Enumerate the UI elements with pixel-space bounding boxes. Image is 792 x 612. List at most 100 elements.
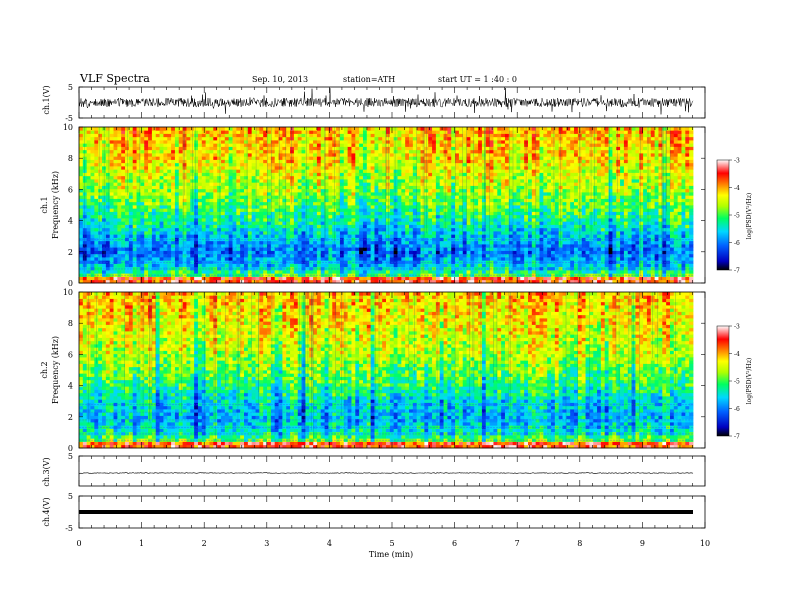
ch1-spectrogram-cell [167,146,172,151]
ch1-spectrogram-cell [374,263,379,268]
ch1-spectrogram-cell [82,276,88,281]
ch1-spectrogram-cell [320,162,325,167]
ch1-spectrogram-cell [140,221,145,225]
ch1-spectrogram-cell [125,149,130,154]
ch1-spectrogram-cell [128,156,134,160]
ch1-spectrogram-cell [282,276,287,281]
ch1-spectrogram-cell [320,130,325,134]
date-label: Sep. 10, 2013 [252,75,308,84]
ch1-spectrogram-cell [362,188,368,193]
ch1-spectrogram-cell [98,227,103,232]
ch1-spectrogram-cell [174,227,180,232]
ch1-spectrogram-cell [309,263,314,268]
ch1-spectrogram-cell [420,266,425,271]
ch1-spectrogram-cell [366,162,372,167]
ch1-spectrogram-cell [297,224,302,229]
ch1-spectrogram-cell [113,175,118,180]
ch1-spectrogram-cell [220,234,226,238]
ch1-spectrogram-cell [297,127,302,131]
ch1-spectrogram-cell [159,205,164,209]
ch1-spectrogram-cell [412,237,418,242]
ch1-spectrogram-cell [128,221,134,225]
ch1-spectrogram-cell [240,188,245,193]
ch1-spectrogram-cell [201,218,207,222]
ch1-spectrogram-cell [171,257,176,261]
ch1-spectrogram-cell [79,218,84,222]
ch1-spectrogram-cell [201,257,207,261]
ch1-spectrogram-cell [247,149,253,154]
ch1-spectrogram-cell [105,257,111,261]
ch1-spectrogram-cell [293,276,299,281]
ch1-spectrogram-cell [128,198,134,203]
ch1-spectrogram-cell [370,143,375,147]
ch1-spectrogram-cell [240,153,245,157]
ch1-spectrogram-cell [194,172,199,177]
ch1-spectrogram-cell [366,257,372,261]
ch1-spectrogram-cell [428,127,433,131]
ch1-spectrogram-cell [267,208,272,212]
ch1-spectrogram-cell [144,231,149,235]
ch1-spectrogram-cell [201,253,207,258]
ch1-spectrogram-cell [347,133,352,138]
ch1-spectrogram-cell [190,263,195,268]
ch1-spectrogram-cell [98,159,103,164]
ch1-spectrogram-cell [290,149,295,154]
ch1-spectrogram-cell [236,247,241,251]
ch1-spectrogram-cell [316,143,322,147]
ch1-spectrogram-cell [125,185,130,190]
ch1-spectrogram-cell [420,149,425,154]
ch1-spectrogram-cell [420,227,425,232]
ch1-spectrogram-cell [270,208,276,212]
ch1-spectrogram-cell [259,195,264,199]
ch1-spectrogram-cell [182,188,187,193]
ch1-spectrogram-cell [397,218,402,222]
ch1-spectrogram-cell [439,201,444,206]
ch1-spectrogram-cell [389,149,395,154]
ch1-spectrogram-cell [320,247,325,251]
ch1-spectrogram-cell [270,136,276,141]
ch1-spectrogram-cell [144,179,149,183]
ch1-spectrogram-cell [336,201,341,206]
ch1-spectrogram-cell [386,185,391,190]
ch1-spectrogram-cell [132,227,137,232]
ch1-spectrogram-cell [282,240,287,245]
ch1-spectrogram-cell [217,240,222,245]
ch1-spectrogram-cell [416,192,421,196]
ch1-spectrogram-cell [244,188,249,193]
ch1-spectrogram-cell [136,175,141,180]
ch1-spectrogram-cell [155,266,160,271]
ch1-spectrogram-cell [228,156,233,160]
ch1-spectrogram-cell [194,153,199,157]
ch1-spectrogram-cell [224,185,230,190]
ch1-spectrogram-cell [163,276,168,281]
ch1-spectrogram-cell [343,175,349,180]
ch1-spectrogram-cell [370,276,375,281]
ch1-spectrogram-cell [397,270,402,274]
ch1-spectrogram-cell [155,149,160,154]
ch1-spectrogram-cell [217,133,222,138]
ch1-spectrogram-cell [232,237,237,242]
ch1-spectrogram-cell [144,162,149,167]
ch1-spectrogram-cell [428,162,433,167]
ch1-spectrogram-cell [324,159,329,164]
ch1-spectrogram-cell [458,185,464,190]
ch1-spectrogram-cell [316,266,322,271]
ch1-spectrogram-cell [290,130,295,134]
ch1-spectrogram-cell [259,153,264,157]
ch1-spectrogram-cell [117,247,122,251]
ch1-spectrogram-cell [125,218,130,222]
ch1-spectrogram-cell [186,172,191,177]
ch1-spectrogram-cell [270,172,276,177]
ch1-spectrogram-cell [205,143,210,147]
ch1-spectrogram-cell [324,221,329,225]
ch1-spectrogram-cell [148,253,153,258]
ch1-spectrogram-cell [416,153,421,157]
ch1-spectrogram-cell [213,214,218,219]
ch1-spectrogram-cell [343,172,349,177]
ch1-spectrogram-cell [432,234,437,238]
ch1-spectrogram-cell [194,266,199,271]
ch1-spectrogram-cell [362,266,368,271]
ch1-spectrogram-cell [309,166,314,170]
ch1-spectrogram-cell [374,195,379,199]
ch1-spectrogram-cell [232,179,237,183]
